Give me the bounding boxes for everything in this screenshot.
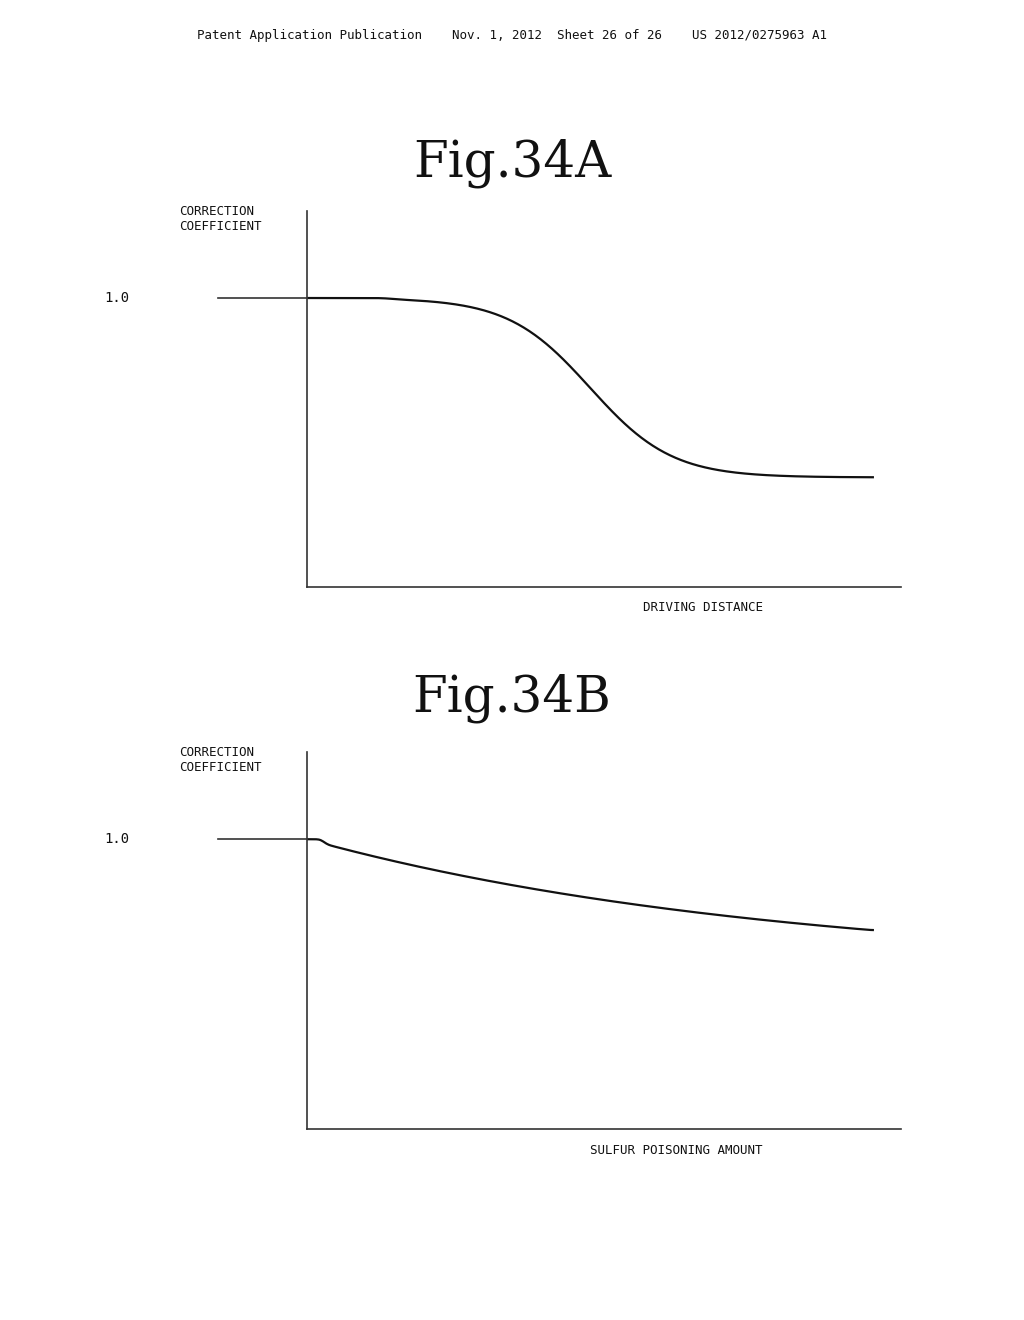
Text: CORRECTION
COEFFICIENT: CORRECTION COEFFICIENT bbox=[179, 746, 261, 774]
Text: Fig.34B: Fig.34B bbox=[413, 673, 611, 723]
Text: SULFUR POISONING AMOUNT: SULFUR POISONING AMOUNT bbox=[591, 1144, 763, 1158]
Text: 1.0: 1.0 bbox=[103, 290, 129, 305]
Text: Fig.34A: Fig.34A bbox=[413, 139, 611, 187]
Text: DRIVING DISTANCE: DRIVING DISTANCE bbox=[643, 601, 763, 614]
Text: 1.0: 1.0 bbox=[103, 832, 129, 846]
Text: Patent Application Publication    Nov. 1, 2012  Sheet 26 of 26    US 2012/027596: Patent Application Publication Nov. 1, 2… bbox=[197, 29, 827, 42]
Text: CORRECTION
COEFFICIENT: CORRECTION COEFFICIENT bbox=[179, 205, 261, 232]
